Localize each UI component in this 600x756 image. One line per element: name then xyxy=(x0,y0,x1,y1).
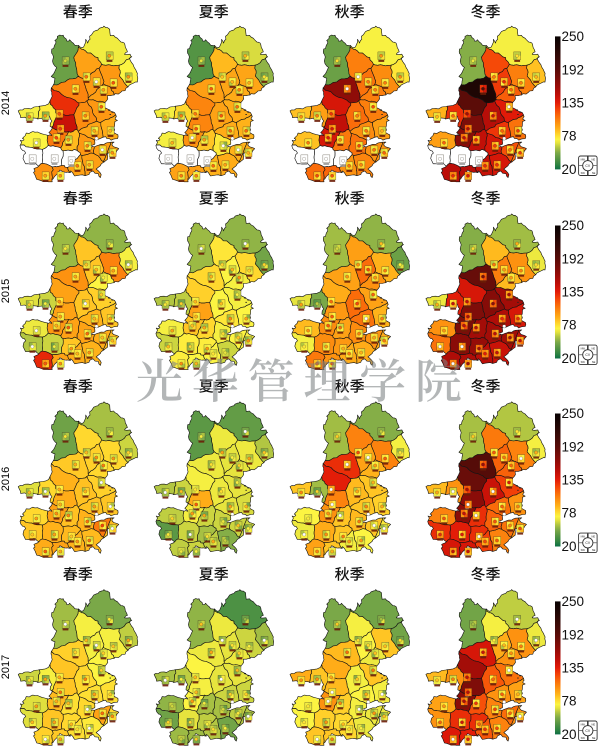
svg-text:78: 78 xyxy=(562,129,577,144)
svg-text:135: 135 xyxy=(562,473,585,488)
svg-text:2014: 2014 xyxy=(0,91,12,115)
svg-text:250: 250 xyxy=(562,406,585,421)
svg-text:20: 20 xyxy=(562,162,577,177)
svg-text:20: 20 xyxy=(562,539,577,554)
svg-text:2016: 2016 xyxy=(0,467,12,491)
svg-text:20: 20 xyxy=(562,727,577,742)
svg-text:192: 192 xyxy=(562,252,585,267)
svg-text:78: 78 xyxy=(562,506,577,521)
svg-text:2017: 2017 xyxy=(0,655,12,679)
svg-text:192: 192 xyxy=(562,628,585,643)
svg-text:192: 192 xyxy=(562,63,585,78)
svg-text:2015: 2015 xyxy=(0,279,12,303)
svg-text:250: 250 xyxy=(562,594,585,609)
svg-text:78: 78 xyxy=(562,694,577,709)
svg-text:135: 135 xyxy=(562,661,585,676)
svg-text:78: 78 xyxy=(562,318,577,333)
svg-text:192: 192 xyxy=(562,440,585,455)
svg-text:250: 250 xyxy=(562,218,585,233)
svg-text:250: 250 xyxy=(562,29,585,44)
svg-text:135: 135 xyxy=(562,285,585,300)
svg-text:20: 20 xyxy=(562,351,577,366)
svg-text:135: 135 xyxy=(562,96,585,111)
